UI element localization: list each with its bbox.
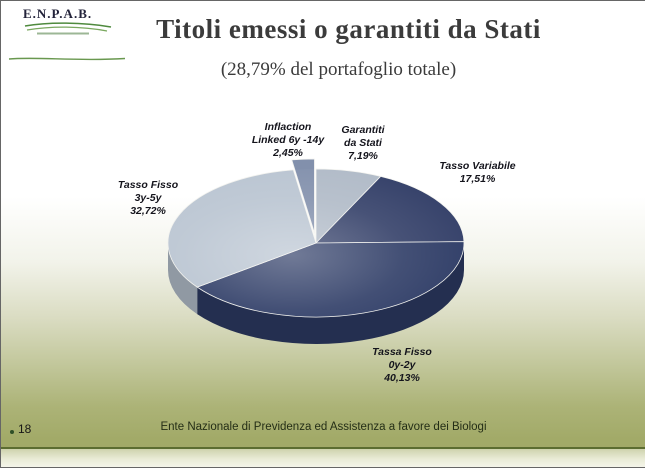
pie-slice-wall-2 — [197, 243, 464, 344]
footer-text: Ente Nazionale di Previdenza ed Assisten… — [160, 421, 487, 433]
logo-swoosh-icon — [24, 22, 112, 35]
footer-divider-line — [1, 447, 645, 449]
slice-value: 7,19% — [348, 150, 378, 162]
slice-value: 17,51% — [459, 173, 496, 185]
slice-label-line: Linked 6y -14y — [251, 134, 325, 146]
pie-gloss-overlay — [168, 169, 464, 317]
slice-label-line: Tasso Variabile — [439, 160, 516, 172]
slice-label-inflaction-linked: Inflaction Linked 6y -14y 2,45% — [228, 121, 348, 160]
enpab-logo: E.N.P.A.B. — [23, 6, 133, 36]
slice-label-tasso-fisso-3y-5y: Tasso Fisso 3y-5y 32,72% — [88, 179, 208, 218]
page-title: Titoli emessi o garantiti da Stati — [156, 14, 541, 44]
footer-bottom-strip — [1, 449, 645, 467]
slice-label-tasso-variabile: Tasso Variabile 17,51% — [415, 160, 540, 186]
page-number-bullet-icon — [10, 430, 14, 434]
slice-label-line: 0y-2y — [388, 359, 416, 371]
enpab-logo-text: E.N.P.A.B. — [23, 6, 93, 21]
slice-label-line: Garantiti — [341, 124, 385, 136]
slice-label-line: da Stati — [344, 137, 382, 149]
slice-value: 2,45% — [273, 147, 303, 159]
slice-value: 40,13% — [384, 372, 420, 384]
pie-slice-wall-3 — [168, 243, 198, 315]
slice-label-garantiti-da-stati: Garantiti da Stati 7,19% — [313, 124, 413, 163]
slice-label-line: Inflaction — [264, 121, 312, 133]
slice-value: 32,72% — [130, 205, 166, 217]
slice-label-tassa-fisso-0y-2y: Tassa Fisso 0y-2y 40,13% — [342, 346, 462, 385]
page-subtitle: (28,79% del portafoglio totale) — [220, 59, 457, 80]
decorative-green-rule — [8, 57, 126, 61]
slice-label-line: Tassa Fisso — [372, 346, 432, 358]
page-number: 18 — [18, 422, 32, 436]
slice-label-line: Tasso Fisso — [117, 179, 179, 191]
slice-label-line: 3y-5y — [134, 192, 162, 204]
